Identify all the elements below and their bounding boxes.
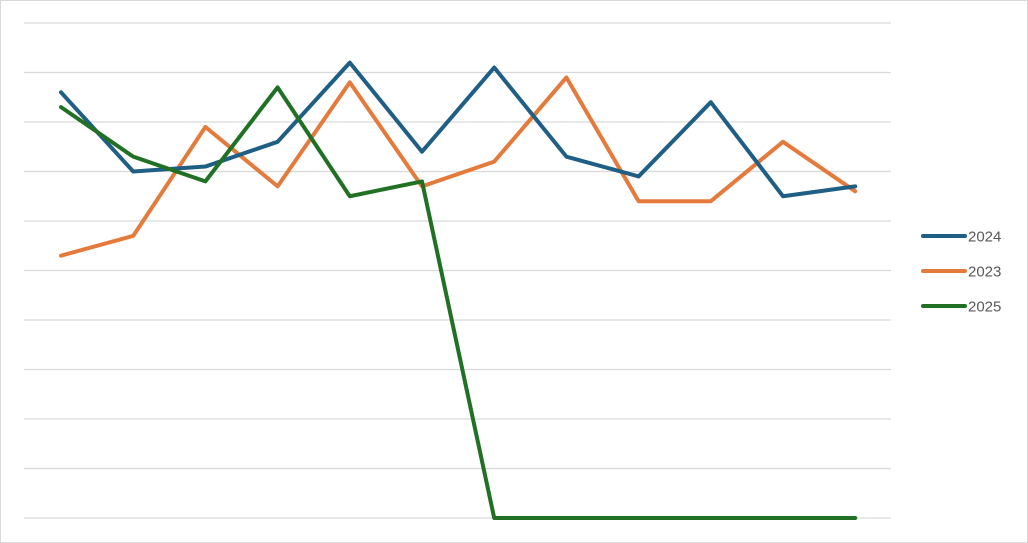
legend-item-2023: 2023 — [921, 264, 1001, 281]
legend: 2024 2023 2025 — [921, 229, 1001, 316]
legend-label: 2025 — [968, 299, 1001, 316]
series-line-2024 — [59, 60, 858, 199]
gridlines — [24, 22, 891, 519]
legend-item-2025: 2025 — [921, 299, 1001, 316]
legend-label: 2023 — [968, 264, 1001, 281]
legend-label: 2024 — [968, 229, 1001, 246]
legend-item-2024: 2024 — [921, 229, 1001, 246]
series-line-2023 — [59, 75, 858, 258]
series-line-2025 — [59, 85, 858, 520]
series-lines — [59, 60, 858, 520]
